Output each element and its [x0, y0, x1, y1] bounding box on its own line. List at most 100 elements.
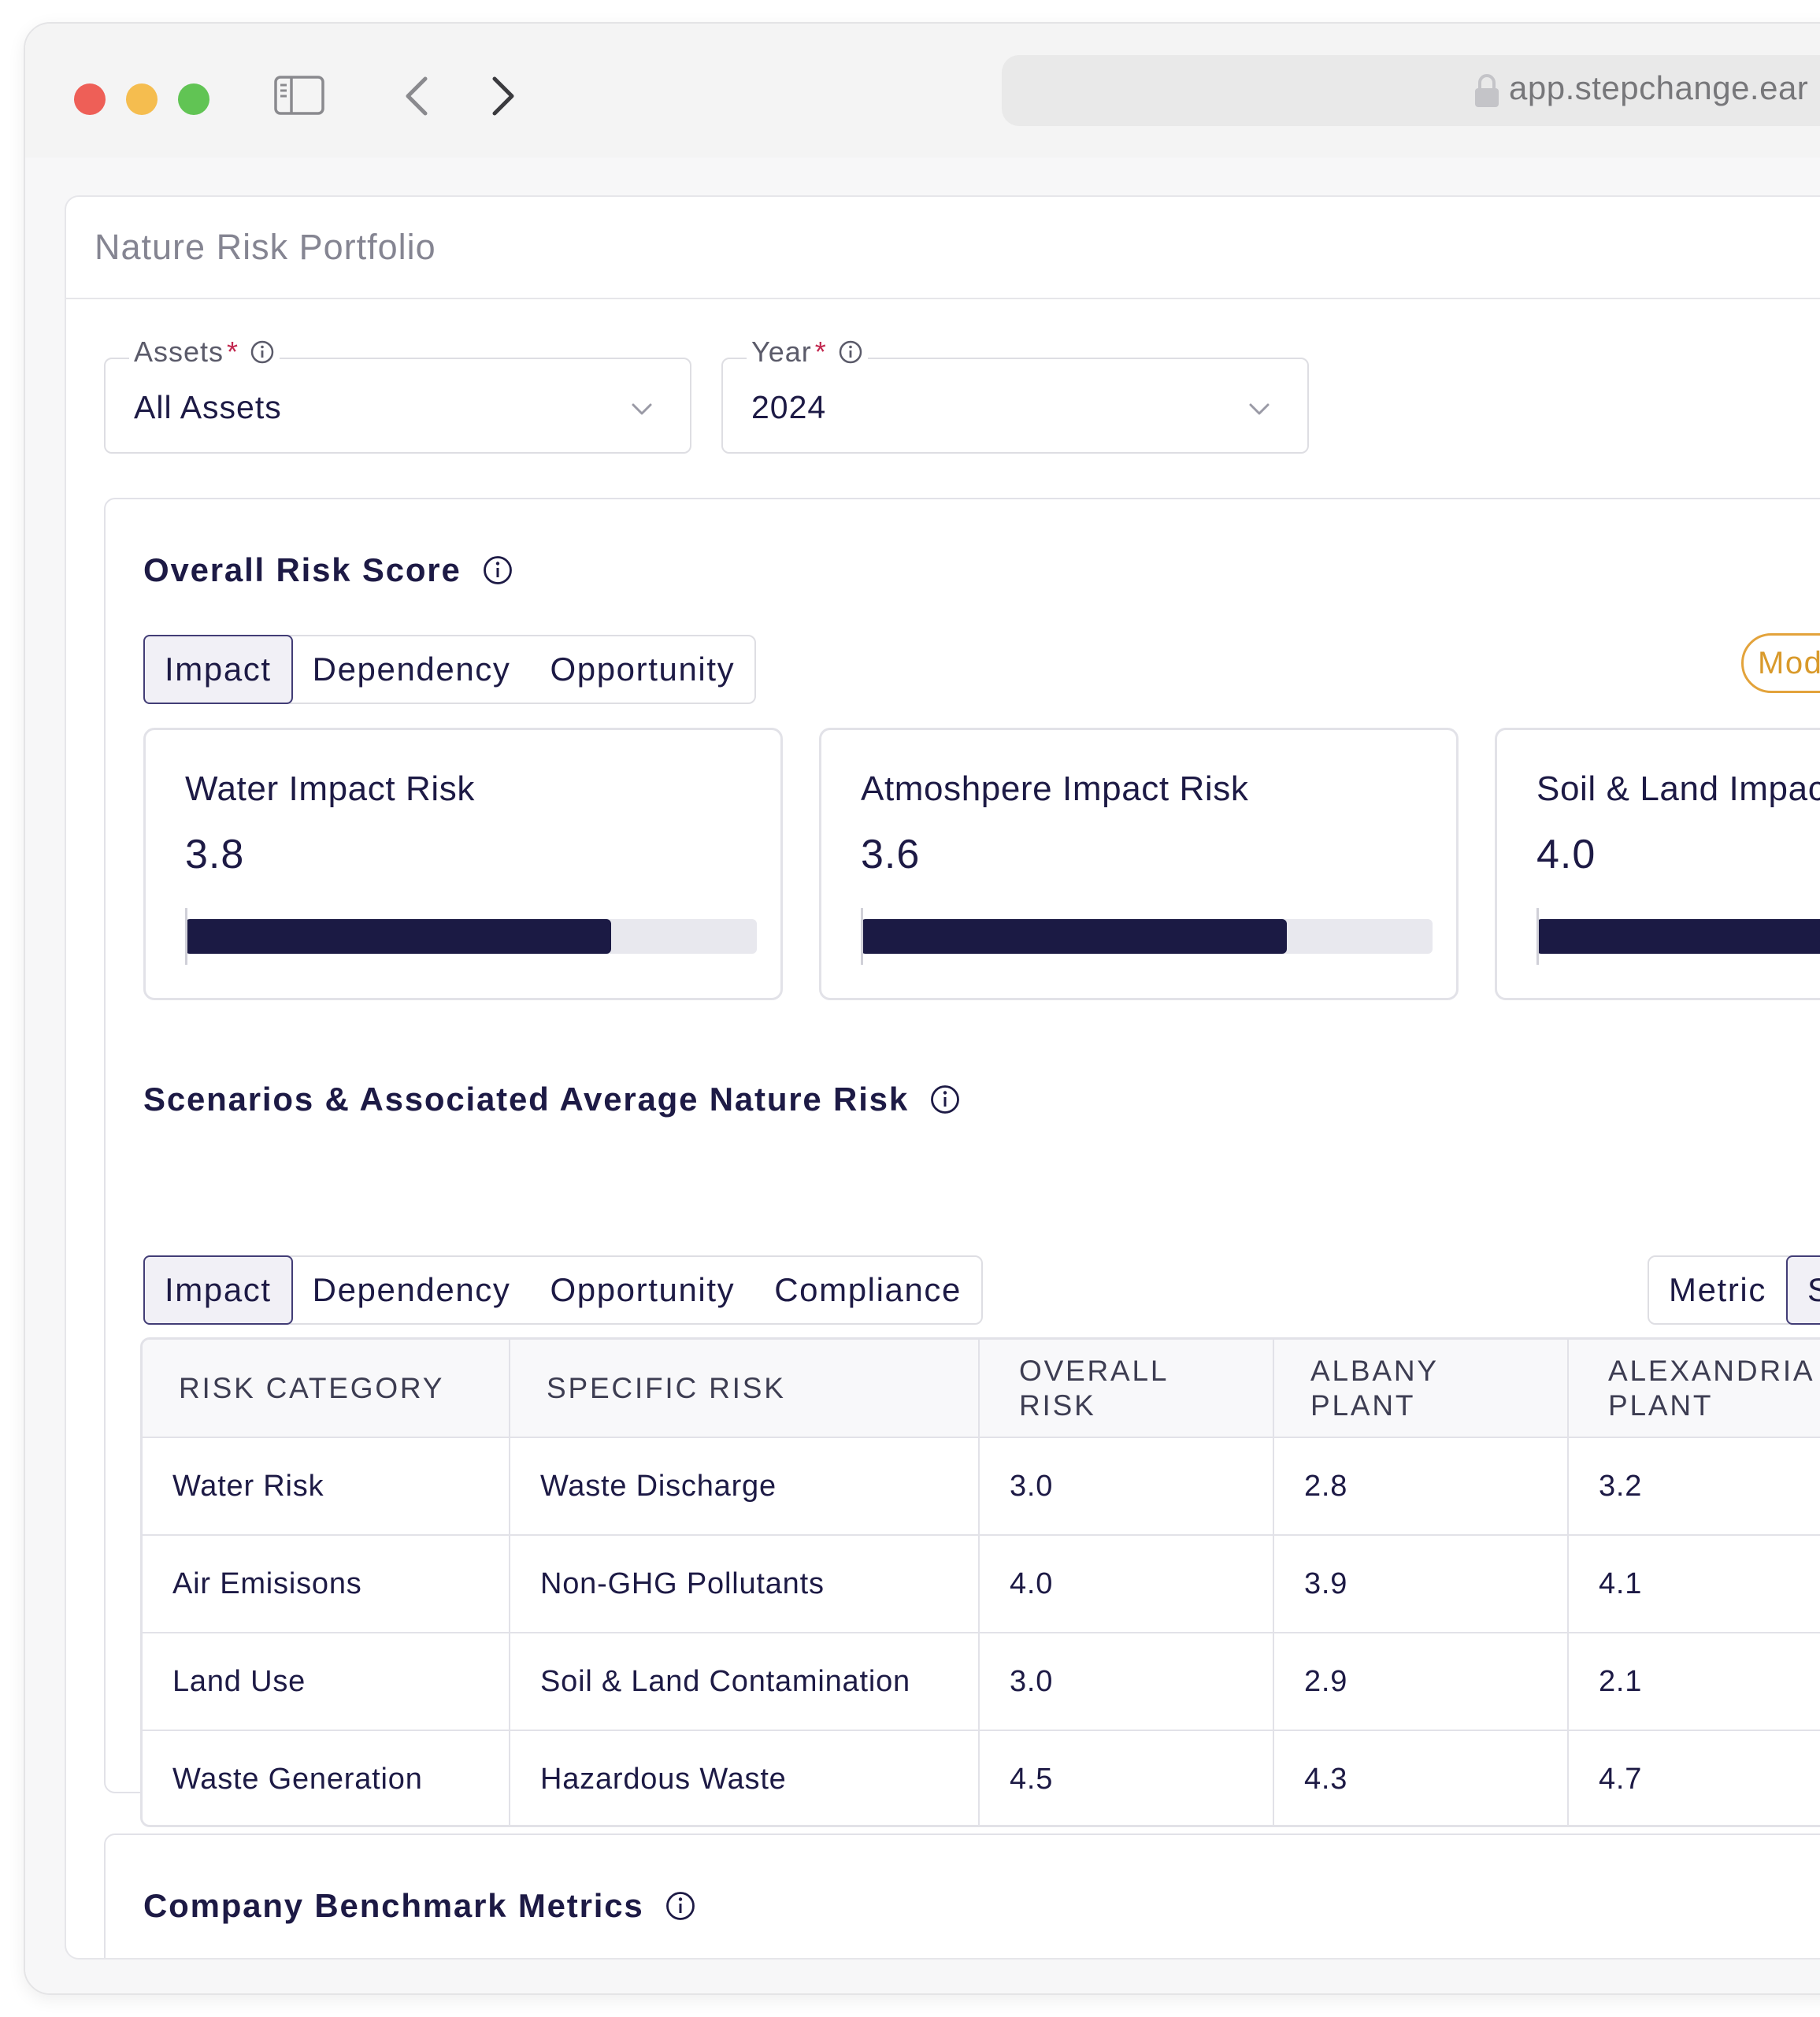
year-label: Year *: [747, 336, 868, 369]
info-icon[interactable]: [929, 1084, 961, 1115]
cell-albany-plant: 4.3: [1273, 1730, 1569, 1825]
scenarios-title-text: Scenarios & Associated Average Nature Ri…: [143, 1081, 909, 1118]
tab-opportunity[interactable]: Opportunity: [550, 651, 736, 688]
metric-label: Soil & Land Impac: [1536, 769, 1820, 808]
toggle-metric[interactable]: Metric: [1669, 1271, 1766, 1308]
cell-albany-plant: 2.9: [1273, 1633, 1569, 1731]
cell-specific-risk: Soil & Land Contamination: [510, 1633, 980, 1731]
overall-risk-title: Overall Risk Score: [143, 551, 513, 589]
info-icon[interactable]: [250, 339, 275, 365]
cell-risk-category: Waste Generation: [143, 1730, 510, 1825]
header-alexandria-plant[interactable]: ALEXANDRIA PLANT: [1568, 1340, 1820, 1438]
scenarios-title: Scenarios & Associated Average Nature Ri…: [143, 1081, 961, 1118]
cell-albany-plant: 3.9: [1273, 1535, 1569, 1633]
cell-overall-risk: 4.5: [979, 1730, 1274, 1825]
benchmark-panel: Company Benchmark Metrics: [104, 1833, 1820, 1958]
cell-risk-category: Land Use: [143, 1633, 510, 1731]
metric-value: 4.0: [1536, 832, 1596, 877]
toggle-score[interactable]: Scor: [1785, 1255, 1820, 1325]
info-icon[interactable]: [838, 339, 863, 365]
minimize-window-button[interactable]: [126, 83, 158, 115]
info-icon[interactable]: [665, 1890, 696, 1922]
forward-arrow-icon[interactable]: [477, 72, 525, 120]
assets-select[interactable]: Assets * All Assets: [104, 336, 691, 454]
cell-overall-risk: 3.0: [979, 1437, 1274, 1536]
tab-impact[interactable]: Impact: [143, 1255, 293, 1325]
progress-bar: [1536, 919, 1820, 954]
cell-specific-risk: Waste Discharge: [510, 1437, 980, 1536]
info-icon[interactable]: [482, 554, 513, 586]
cell-overall-risk: 4.0: [979, 1535, 1274, 1633]
view-toggle: Metric Scor: [1648, 1255, 1820, 1325]
progress-bar-tick: [861, 908, 863, 965]
metric-value: 3.6: [861, 832, 921, 877]
cell-specific-risk: Non-GHG Pollutants: [510, 1535, 980, 1633]
cell-alexandria-plant: 3.2: [1568, 1437, 1820, 1536]
year-select[interactable]: Year * 2024: [721, 336, 1309, 454]
metric-label: Water Impact Risk: [185, 769, 475, 808]
metric-card-water: Water Impact Risk 3.8: [143, 728, 783, 1000]
back-arrow-icon[interactable]: [395, 72, 443, 120]
progress-bar-tick: [185, 908, 187, 965]
cell-albany-plant: 2.8: [1273, 1437, 1569, 1536]
browser-window: app.stepchange.ear Nature Risk Portfolio…: [24, 22, 1820, 1995]
header-albany-plant[interactable]: ALBANY PLANT: [1273, 1340, 1569, 1438]
benchmark-title-text: Company Benchmark Metrics: [143, 1887, 644, 1924]
scenarios-tabs: Impact Dependency Opportunity Compliance: [143, 1255, 983, 1325]
page-title: Nature Risk Portfolio: [95, 227, 436, 267]
tab-dependency[interactable]: Dependency: [312, 651, 511, 688]
table-row: Air Emisisons Non-GHG Pollutants 4.0 3.9…: [143, 1535, 1820, 1633]
scenarios-table: RISK CATEGORY SPECIFIC RISK OVERALL RISK…: [140, 1337, 1820, 1827]
cell-alexandria-plant: 4.1: [1568, 1535, 1820, 1633]
url-text[interactable]: app.stepchange.ear: [1509, 69, 1809, 106]
cell-alexandria-plant: 4.7: [1568, 1730, 1820, 1825]
overall-risk-title-text: Overall Risk Score: [143, 551, 461, 588]
table-row: Waste Generation Hazardous Waste 4.5 4.3…: [143, 1730, 1820, 1825]
metric-value: 3.8: [185, 832, 245, 877]
cell-specific-risk: Hazardous Waste: [510, 1730, 980, 1825]
page-content: Nature Risk Portfolio Assets * All Asset…: [25, 158, 1820, 1993]
page-header: Nature Risk Portfolio: [66, 197, 1820, 299]
progress-bar-fill: [1536, 919, 1820, 954]
table-header-row: RISK CATEGORY SPECIFIC RISK OVERALL RISK…: [143, 1340, 1820, 1438]
risk-table: RISK CATEGORY SPECIFIC RISK OVERALL RISK…: [143, 1340, 1820, 1825]
metric-card-atmosphere: Atmoshpere Impact Risk 3.6: [819, 728, 1459, 1000]
risk-level-badge: Moderat: [1741, 633, 1820, 693]
metric-card-soil-land: Soil & Land Impac 4.0: [1495, 728, 1820, 1000]
cell-risk-category: Water Risk: [143, 1437, 510, 1536]
assets-label: Assets *: [129, 336, 280, 369]
lock-icon: [1475, 74, 1499, 107]
tab-impact[interactable]: Impact: [143, 635, 293, 704]
tab-compliance[interactable]: Compliance: [774, 1271, 962, 1308]
assets-label-text: Assets: [134, 336, 224, 368]
metric-label: Atmoshpere Impact Risk: [861, 769, 1249, 808]
table-row: Water Risk Waste Discharge 3.0 2.8 3.2: [143, 1437, 1820, 1536]
year-value: 2024: [751, 389, 827, 425]
header-specific-risk[interactable]: SPECIFIC RISK: [510, 1340, 980, 1438]
progress-bar: [861, 919, 1433, 954]
benchmark-title: Company Benchmark Metrics: [143, 1887, 696, 1925]
chevron-down-icon[interactable]: [628, 395, 655, 422]
browser-titlebar: app.stepchange.ear: [25, 24, 1820, 158]
required-mark: *: [227, 336, 239, 368]
progress-bar-fill: [185, 919, 611, 954]
overall-risk-tabs: Impact Dependency Opportunity: [143, 635, 757, 704]
progress-bar: [185, 919, 757, 954]
risk-panel: Overall Risk Score Impact Dependency Opp…: [104, 498, 1820, 1827]
header-overall-risk[interactable]: OVERALL RISK: [979, 1340, 1274, 1438]
maximize-window-button[interactable]: [178, 83, 209, 115]
cell-overall-risk: 3.0: [979, 1633, 1274, 1731]
tab-opportunity[interactable]: Opportunity: [550, 1271, 736, 1308]
close-window-button[interactable]: [74, 83, 106, 115]
table-row: Land Use Soil & Land Contamination 3.0 2…: [143, 1633, 1820, 1731]
portfolio-card: Nature Risk Portfolio Assets * All Asset…: [65, 195, 1820, 1960]
chevron-down-icon[interactable]: [1246, 395, 1273, 422]
address-bar[interactable]: [1002, 55, 1820, 126]
header-risk-category[interactable]: RISK CATEGORY: [143, 1340, 510, 1438]
sidebar-toggle-icon[interactable]: [274, 76, 324, 115]
year-label-text: Year: [751, 336, 812, 368]
tab-dependency[interactable]: Dependency: [312, 1271, 511, 1308]
cell-alexandria-plant: 2.1: [1568, 1633, 1820, 1731]
assets-value: All Assets: [134, 389, 282, 425]
progress-bar-fill: [861, 919, 1287, 954]
